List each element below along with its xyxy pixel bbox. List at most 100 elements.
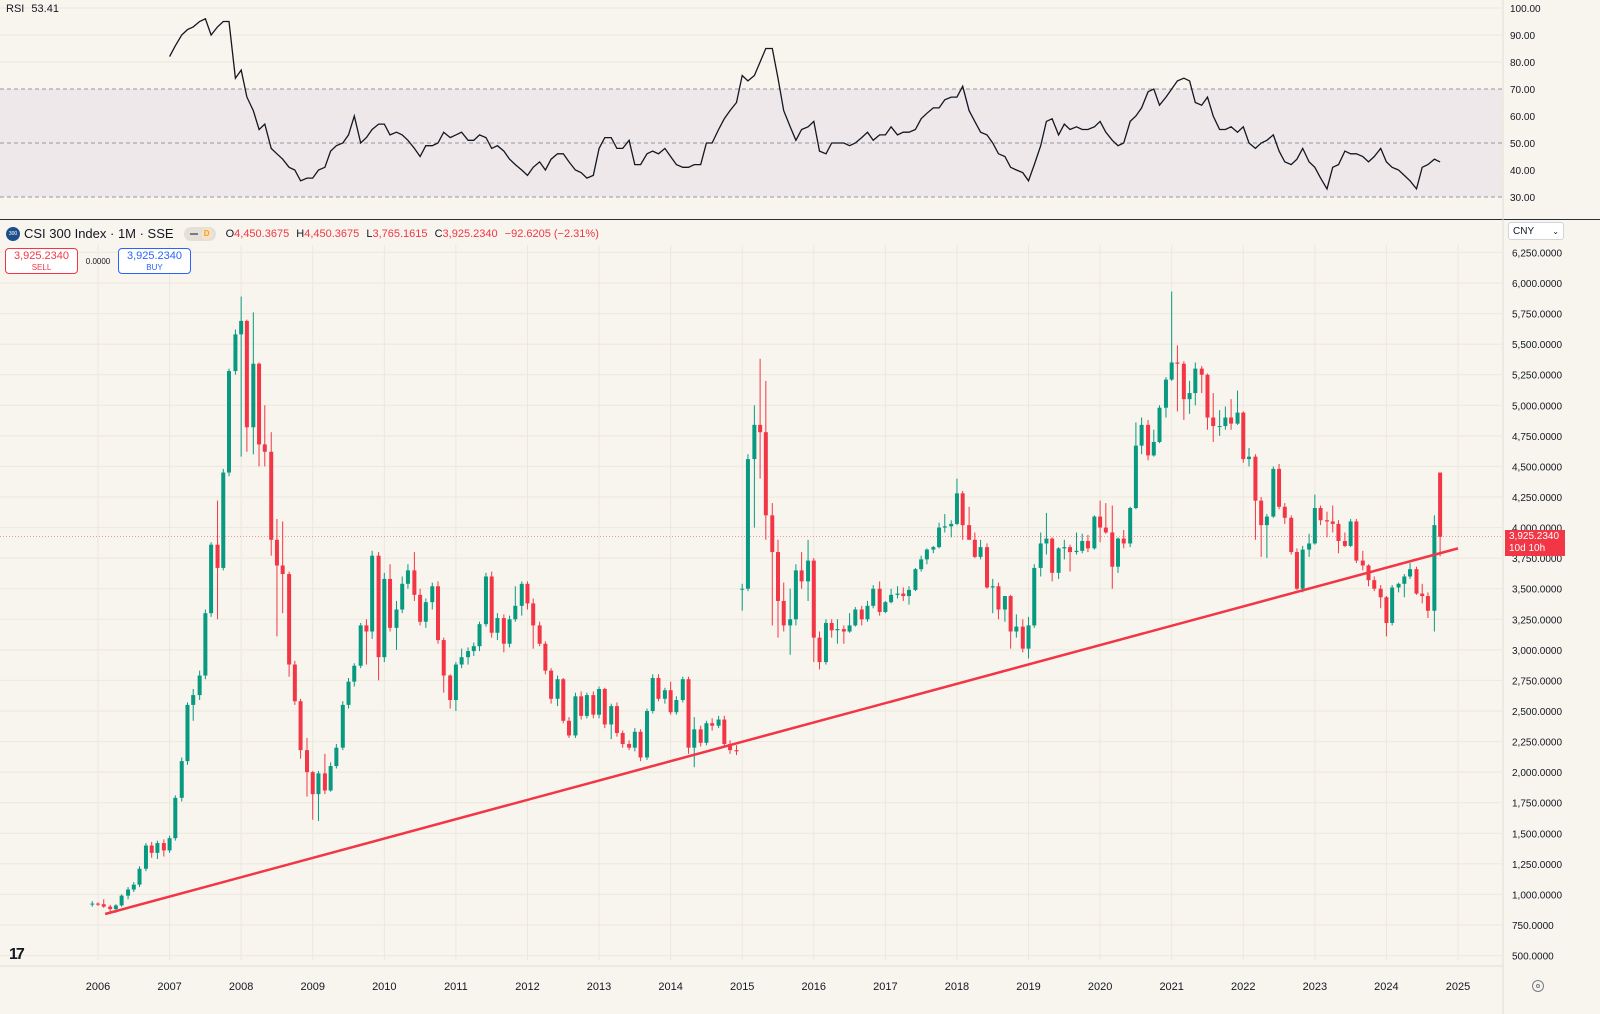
candle-body xyxy=(161,843,166,851)
spread-value: 0.0000 xyxy=(85,256,111,266)
price-axis-label: 6,000.0000 xyxy=(1512,279,1562,290)
candle-body xyxy=(1402,576,1407,584)
price-axis-label: 3,000.0000 xyxy=(1512,646,1562,657)
candle-body xyxy=(847,625,852,632)
candle-body xyxy=(698,729,703,743)
candle-body xyxy=(1289,517,1294,553)
candle-body xyxy=(1438,472,1443,537)
price-axis-label: 4,500.0000 xyxy=(1512,462,1562,473)
candle-body xyxy=(680,679,685,700)
tradingview-logo-icon[interactable]: 17 xyxy=(9,946,25,963)
rsi-axis-label: 60.00 xyxy=(1510,112,1535,123)
candle-body xyxy=(793,570,798,620)
candle-body xyxy=(555,679,560,699)
candle-body xyxy=(1372,580,1377,589)
rsi-pane: 100.00 90.00 80.00 70.00 60.00 50.00 40.00 30.0… xyxy=(0,4,1541,204)
price-axis-label: 1,500.0000 xyxy=(1512,829,1562,840)
rsi-label: RSI xyxy=(6,3,25,15)
candle-body xyxy=(781,600,786,626)
candle-body xyxy=(1133,445,1138,509)
candle-body xyxy=(441,640,446,676)
candle-body xyxy=(609,706,614,725)
candle-body xyxy=(674,699,679,713)
candle-body xyxy=(322,773,327,791)
candle-body xyxy=(525,583,530,604)
candle-body xyxy=(531,603,536,626)
candle-body xyxy=(668,690,673,713)
candle-body xyxy=(1235,412,1240,424)
candle-body xyxy=(1253,456,1258,501)
candle-body xyxy=(119,895,124,906)
ohlc-values: O4,450.3675 H4,450.3675 L3,765.1615 C3,9… xyxy=(226,228,603,240)
price-axis-label: 750.0000 xyxy=(1512,921,1554,932)
rsi-legend[interactable]: RSI 53.41 xyxy=(6,3,63,15)
candle-body xyxy=(233,334,238,372)
candle-body xyxy=(1038,543,1043,568)
candle-body xyxy=(1092,516,1097,549)
price-axis-label: 1,250.0000 xyxy=(1512,860,1562,871)
candle-body xyxy=(430,586,435,603)
candle-body xyxy=(423,602,428,622)
candle-body xyxy=(937,527,942,548)
rsi-axis-label: 30.00 xyxy=(1510,193,1535,204)
candle-body xyxy=(883,602,888,612)
candle-body xyxy=(924,549,929,560)
candle-body xyxy=(358,625,363,666)
candle-body xyxy=(1325,520,1330,522)
candle-body xyxy=(328,766,333,791)
candle-body xyxy=(400,583,405,610)
candle-body xyxy=(1020,626,1025,649)
price-axis-label: 4,750.0000 xyxy=(1512,432,1562,443)
candle-body xyxy=(978,547,983,557)
candle-body xyxy=(203,613,208,676)
candle-body xyxy=(591,695,596,715)
bar-countdown: 10d 10h xyxy=(1509,543,1546,554)
candle-body xyxy=(477,624,482,647)
candle-body xyxy=(495,618,500,633)
candle-body xyxy=(1146,424,1151,456)
candle-body xyxy=(763,432,768,516)
candle-body xyxy=(740,588,745,590)
candle-body xyxy=(1282,506,1287,518)
candle-body xyxy=(865,605,870,620)
candle-body xyxy=(632,731,637,748)
candle-body xyxy=(453,664,458,700)
rsi-line xyxy=(169,17,1441,191)
candle-body xyxy=(1229,417,1234,424)
sell-button[interactable]: 3,925.2340 SELL xyxy=(5,248,78,274)
candle-body xyxy=(829,622,834,631)
candle-body xyxy=(704,723,709,743)
price-axis-label: 5,500.0000 xyxy=(1512,340,1562,351)
candle-body xyxy=(1259,500,1264,526)
status-pill[interactable]: D xyxy=(183,226,216,241)
candle-body xyxy=(1085,541,1090,549)
candle-body xyxy=(239,320,244,335)
price-axis-label: 2,750.0000 xyxy=(1512,676,1562,687)
candle-body xyxy=(1032,567,1037,626)
candle-body xyxy=(113,905,118,910)
candle-body xyxy=(710,723,715,726)
rsi-value: 53.41 xyxy=(31,3,59,15)
rsi-axis-label: 70.00 xyxy=(1510,85,1535,96)
candle-body xyxy=(1002,596,1007,610)
price-axis-label: 6,250.0000 xyxy=(1512,248,1562,259)
candle-body xyxy=(638,731,643,758)
candle-body xyxy=(466,651,471,658)
currency-select[interactable]: CNY ⌄ xyxy=(1508,222,1564,240)
buy-button[interactable]: 3,925.2340 BUY xyxy=(118,248,191,274)
candle-body xyxy=(1103,527,1108,533)
candle-body xyxy=(931,547,936,550)
candle-body xyxy=(471,646,476,652)
symbol-title[interactable]: CSI 300 Index · 1M · SSE xyxy=(24,226,174,241)
candle-body xyxy=(364,625,369,632)
candle-body xyxy=(1294,552,1299,589)
pane-separator[interactable] xyxy=(0,219,1600,220)
candle-body xyxy=(972,539,977,557)
gear-icon[interactable] xyxy=(1532,980,1544,992)
candle-body xyxy=(1432,525,1437,611)
candle-body xyxy=(823,622,828,663)
close-value: 3,925.2340 xyxy=(442,227,498,240)
candle-body xyxy=(274,539,279,566)
price-axis-label: 500.0000 xyxy=(1512,952,1554,963)
price-axis-label: 2,000.0000 xyxy=(1512,768,1562,779)
